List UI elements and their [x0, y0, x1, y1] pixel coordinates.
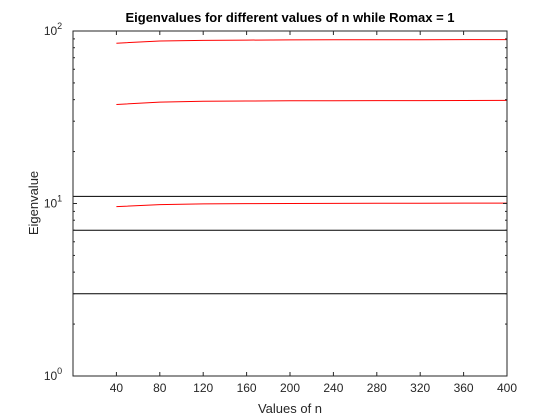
reference-lines-layer — [73, 195, 507, 295]
series-line-3 — [116, 39, 507, 44]
x-tick-label: 240 — [323, 381, 343, 395]
x-tick-label: 120 — [193, 381, 213, 395]
y-tick-label: 100 — [44, 366, 62, 383]
x-tick-label: 400 — [497, 381, 517, 395]
y-tick-label: 102 — [44, 21, 62, 38]
series-line-1 — [116, 202, 507, 208]
y-tick-base: 10 — [44, 24, 58, 38]
x-tick-label: 320 — [410, 381, 430, 395]
y-tick-exponent: 2 — [57, 21, 62, 31]
y-tick-exponent: 1 — [57, 194, 62, 204]
x-tick-label: 360 — [454, 381, 474, 395]
series-line-2 — [116, 99, 508, 105]
x-tick-label: 160 — [237, 381, 257, 395]
y-tick-label: 101 — [44, 194, 62, 211]
x-axis-label: Values of n — [258, 401, 322, 416]
y-tick-base: 10 — [44, 197, 58, 211]
series-layer — [116, 39, 508, 208]
y-tick-base: 10 — [44, 369, 58, 383]
x-tick-label: 200 — [280, 381, 300, 395]
y-tick-exponent: 0 — [57, 366, 62, 376]
x-tick-label: 280 — [367, 381, 387, 395]
y-axis-label: Eigenvalue — [26, 171, 41, 235]
x-tick-label: 80 — [153, 381, 167, 395]
chart-title: Eigenvalues for different values of n wh… — [125, 10, 454, 25]
x-tick-label: 40 — [110, 381, 124, 395]
